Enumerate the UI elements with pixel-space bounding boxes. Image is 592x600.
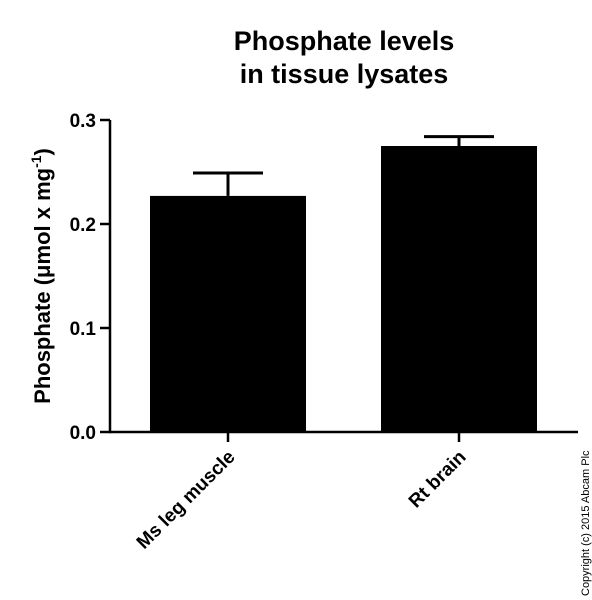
plot-area: Ms leg muscle Rt brain 0.0 0.1 0.2 0.3 [70, 111, 578, 553]
bar-1 [381, 146, 537, 432]
y-tick-label-2: 0.2 [70, 215, 96, 236]
copyright-notice: Copyright (c) 2015 Abcam Plc [580, 450, 592, 596]
y-axis-label-main: Phosphate ( [30, 277, 55, 404]
y-tick-label-3: 0.3 [70, 111, 96, 132]
y-axis-label-superscript: -1 [28, 155, 44, 168]
x-tick-label-0: Ms leg muscle [133, 447, 240, 554]
chart-title-line-1: Phosphate levels [234, 26, 455, 56]
y-axis-label-close: ) [30, 148, 55, 155]
chart-title-line-2: in tissue lysates [240, 59, 449, 89]
y-tick-label-1: 0.1 [70, 319, 97, 340]
bar-0 [150, 195, 306, 432]
y-axis-label: Phosphate (μmol x mg-1) [28, 148, 55, 404]
y-axis-label-unit: μmol x mg [30, 168, 55, 278]
y-tick-label-0: 0.0 [70, 423, 96, 444]
x-tick-label-1: Rt brain [405, 447, 471, 513]
